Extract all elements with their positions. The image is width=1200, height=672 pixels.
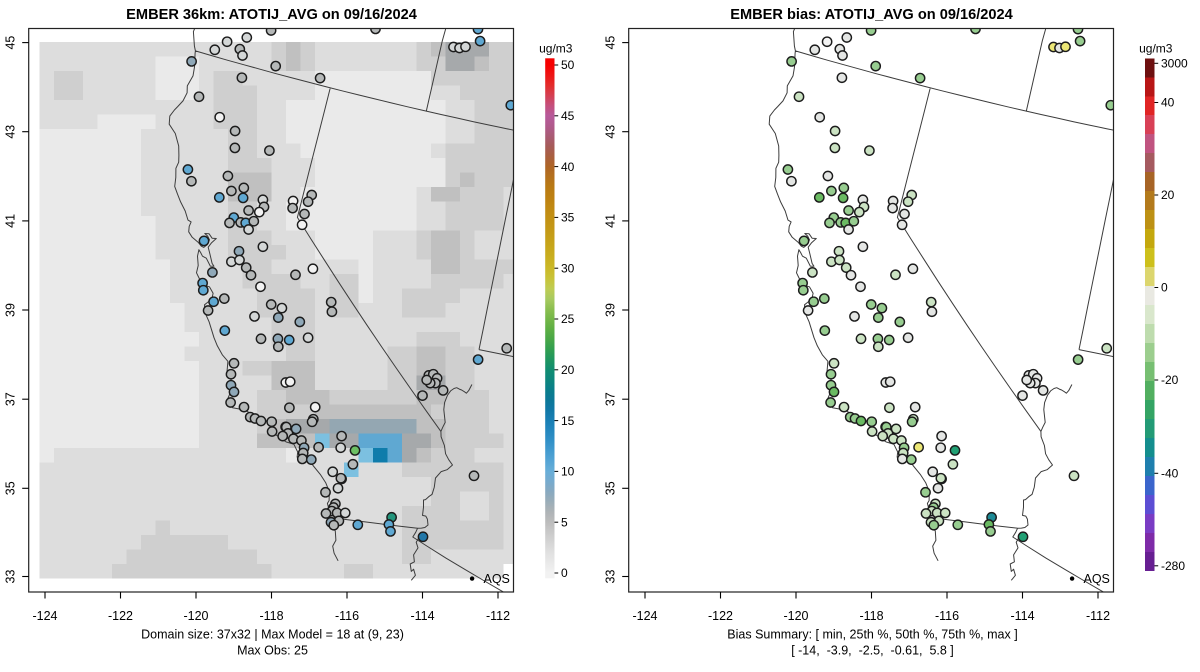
svg-text:0: 0 <box>561 566 568 580</box>
svg-text:-120: -120 <box>183 609 208 623</box>
svg-text:Domain size: 37x32 | Max Model: Domain size: 37x32 | Max Model = 18 at (… <box>141 628 404 642</box>
svg-text:-124: -124 <box>32 609 57 623</box>
svg-text:-124: -124 <box>632 609 657 623</box>
svg-text:-114: -114 <box>410 609 434 623</box>
svg-text:Max Obs: 25: Max Obs: 25 <box>237 644 308 658</box>
svg-text:39: 39 <box>4 303 18 317</box>
svg-text:45: 45 <box>561 109 575 123</box>
svg-text:3000: 3000 <box>1161 57 1188 71</box>
svg-text:-112: -112 <box>1086 609 1110 623</box>
svg-text:37: 37 <box>604 392 618 406</box>
svg-text:-114: -114 <box>1010 609 1034 623</box>
svg-text:EMBER bias: ATOTIJ_AVG on 09/1: EMBER bias: ATOTIJ_AVG on 09/16/2024 <box>730 7 1013 23</box>
svg-text:15: 15 <box>561 414 575 428</box>
svg-text:45: 45 <box>604 36 618 50</box>
svg-text:30: 30 <box>561 261 575 275</box>
svg-text:40: 40 <box>561 160 575 174</box>
svg-text:EMBER 36km: ATOTIJ_AVG on 09/1: EMBER 36km: ATOTIJ_AVG on 09/16/2024 <box>126 7 418 23</box>
svg-text:-122: -122 <box>108 609 133 623</box>
svg-text:AQS: AQS <box>1084 572 1110 586</box>
svg-text:43: 43 <box>604 125 618 139</box>
svg-text:-116: -116 <box>335 609 359 623</box>
svg-text:-40: -40 <box>1161 467 1179 481</box>
svg-text:-116: -116 <box>935 609 959 623</box>
svg-text:35: 35 <box>561 211 575 225</box>
svg-text:35: 35 <box>604 481 618 495</box>
svg-text:45: 45 <box>4 36 18 50</box>
svg-text:Bias Summary: [ min, 25th %, 5: Bias Summary: [ min, 25th %, 50th %, 75t… <box>727 628 1017 642</box>
svg-text:ug/m3: ug/m3 <box>539 42 573 56</box>
svg-text:33: 33 <box>4 570 18 584</box>
svg-text:25: 25 <box>561 312 575 326</box>
svg-text:-280: -280 <box>1161 559 1185 573</box>
svg-text:20: 20 <box>561 363 575 377</box>
svg-text:37: 37 <box>4 392 18 406</box>
svg-text:20: 20 <box>1161 188 1175 202</box>
svg-text:10: 10 <box>561 465 575 479</box>
svg-text:50: 50 <box>561 58 575 72</box>
svg-text:-120: -120 <box>783 609 808 623</box>
svg-text:41: 41 <box>604 214 618 228</box>
svg-text:35: 35 <box>4 481 18 495</box>
svg-text:0: 0 <box>1161 281 1168 295</box>
svg-text:-20: -20 <box>1161 373 1179 387</box>
svg-text:-118: -118 <box>859 609 883 623</box>
svg-text:-118: -118 <box>259 609 283 623</box>
svg-text:ug/m3: ug/m3 <box>1139 42 1173 56</box>
svg-text:41: 41 <box>4 214 18 228</box>
svg-text:-112: -112 <box>486 609 510 623</box>
svg-text:39: 39 <box>604 303 618 317</box>
svg-text:33: 33 <box>604 570 618 584</box>
svg-text:5: 5 <box>561 515 568 529</box>
svg-text:-122: -122 <box>708 609 733 623</box>
svg-text:43: 43 <box>4 125 18 139</box>
svg-text:[ -14, -3.9, -2.5, -0.61,: [ -14, -3.9, -2.5, -0.61, 5.8 ] <box>791 644 954 658</box>
svg-text:AQS: AQS <box>484 572 510 586</box>
svg-text:40: 40 <box>1161 96 1175 110</box>
